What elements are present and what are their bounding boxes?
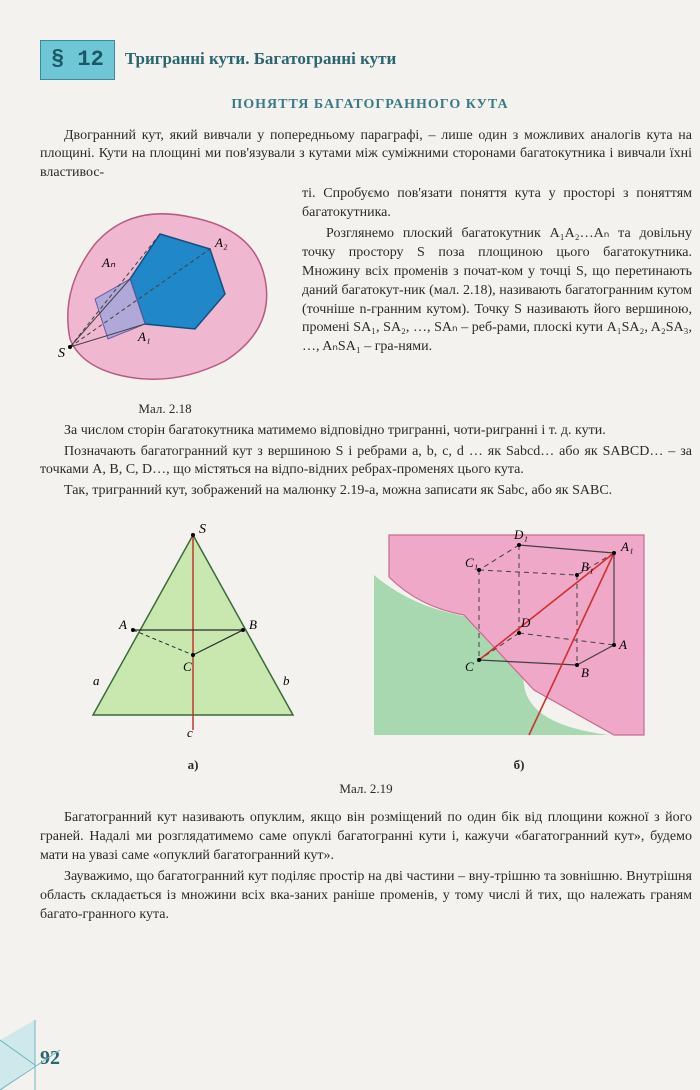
section-badge: § 12 [40, 40, 115, 80]
svg-text:a: a [93, 673, 100, 688]
paragraph-7: Зауважимо, що багатогранний кут поділяє … [40, 868, 692, 925]
svg-text:B: B [581, 665, 589, 680]
fig-2-19b-label: б) [369, 756, 669, 774]
fig-2-19b-svg: D₁ A₁ C₁ B₁ D A C B [369, 515, 669, 745]
subtitle: ПОНЯТТЯ БАГАТОГРАННОГО КУТА [40, 96, 700, 115]
svg-text:D: D [520, 615, 531, 630]
paragraph-6: Багатогранний кут називають опуклим, якщ… [40, 809, 692, 866]
fig-2-19-caption: Мал. 2.19 [40, 780, 692, 798]
svg-text:S: S [58, 346, 65, 361]
svg-text:C: C [183, 659, 192, 674]
corner-decoration-icon [0, 1020, 70, 1090]
figure-2-19-b: D₁ A₁ C₁ B₁ D A C B б) [369, 515, 669, 773]
svg-text:A₂: A₂ [214, 235, 228, 250]
fig-2-19a-svg: S A B C a b c [63, 515, 323, 745]
svg-text:C: C [465, 659, 474, 674]
paragraph-5: Так, тригранний кут, зображений на малюн… [40, 482, 692, 501]
svg-text:S: S [199, 522, 206, 537]
fig-2-18-caption: Мал. 2.18 [40, 400, 290, 418]
figure-2-18: S A₁ A₂ Aₙ Мал. 2.18 [40, 189, 290, 417]
section-header: § 12 Тригранні кути. Багатогранні кути [40, 40, 700, 80]
figure-2-19: S A B C a b c а) [40, 515, 692, 773]
content: Двогранний кут, який вивчали у попереднь… [40, 127, 700, 925]
paragraph-3: За числом сторін багатокутника матимемо … [40, 422, 692, 441]
paragraph-1: Двогранний кут, який вивчали у попереднь… [40, 127, 692, 184]
svg-text:B: B [249, 617, 257, 632]
svg-text:D₁: D₁ [513, 527, 528, 542]
svg-text:A: A [618, 637, 627, 652]
svg-text:B₁: B₁ [581, 559, 593, 574]
figure-2-19-a: S A B C a b c а) [63, 515, 323, 773]
svg-text:A₁: A₁ [137, 329, 150, 344]
fig-2-19a-label: а) [63, 756, 323, 774]
section-title: Тригранні кути. Багатогранні кути [125, 48, 396, 71]
svg-text:c: c [187, 725, 193, 740]
svg-text:C₁: C₁ [465, 555, 478, 570]
svg-text:Aₙ: Aₙ [101, 255, 116, 270]
paragraph-4: Позначають багатогранний кут з вершиною … [40, 443, 692, 481]
svg-text:A₁: A₁ [620, 539, 633, 554]
fig-2-18-svg: S A₁ A₂ Aₙ [40, 189, 290, 389]
svg-text:A: A [118, 617, 127, 632]
svg-text:b: b [283, 673, 290, 688]
